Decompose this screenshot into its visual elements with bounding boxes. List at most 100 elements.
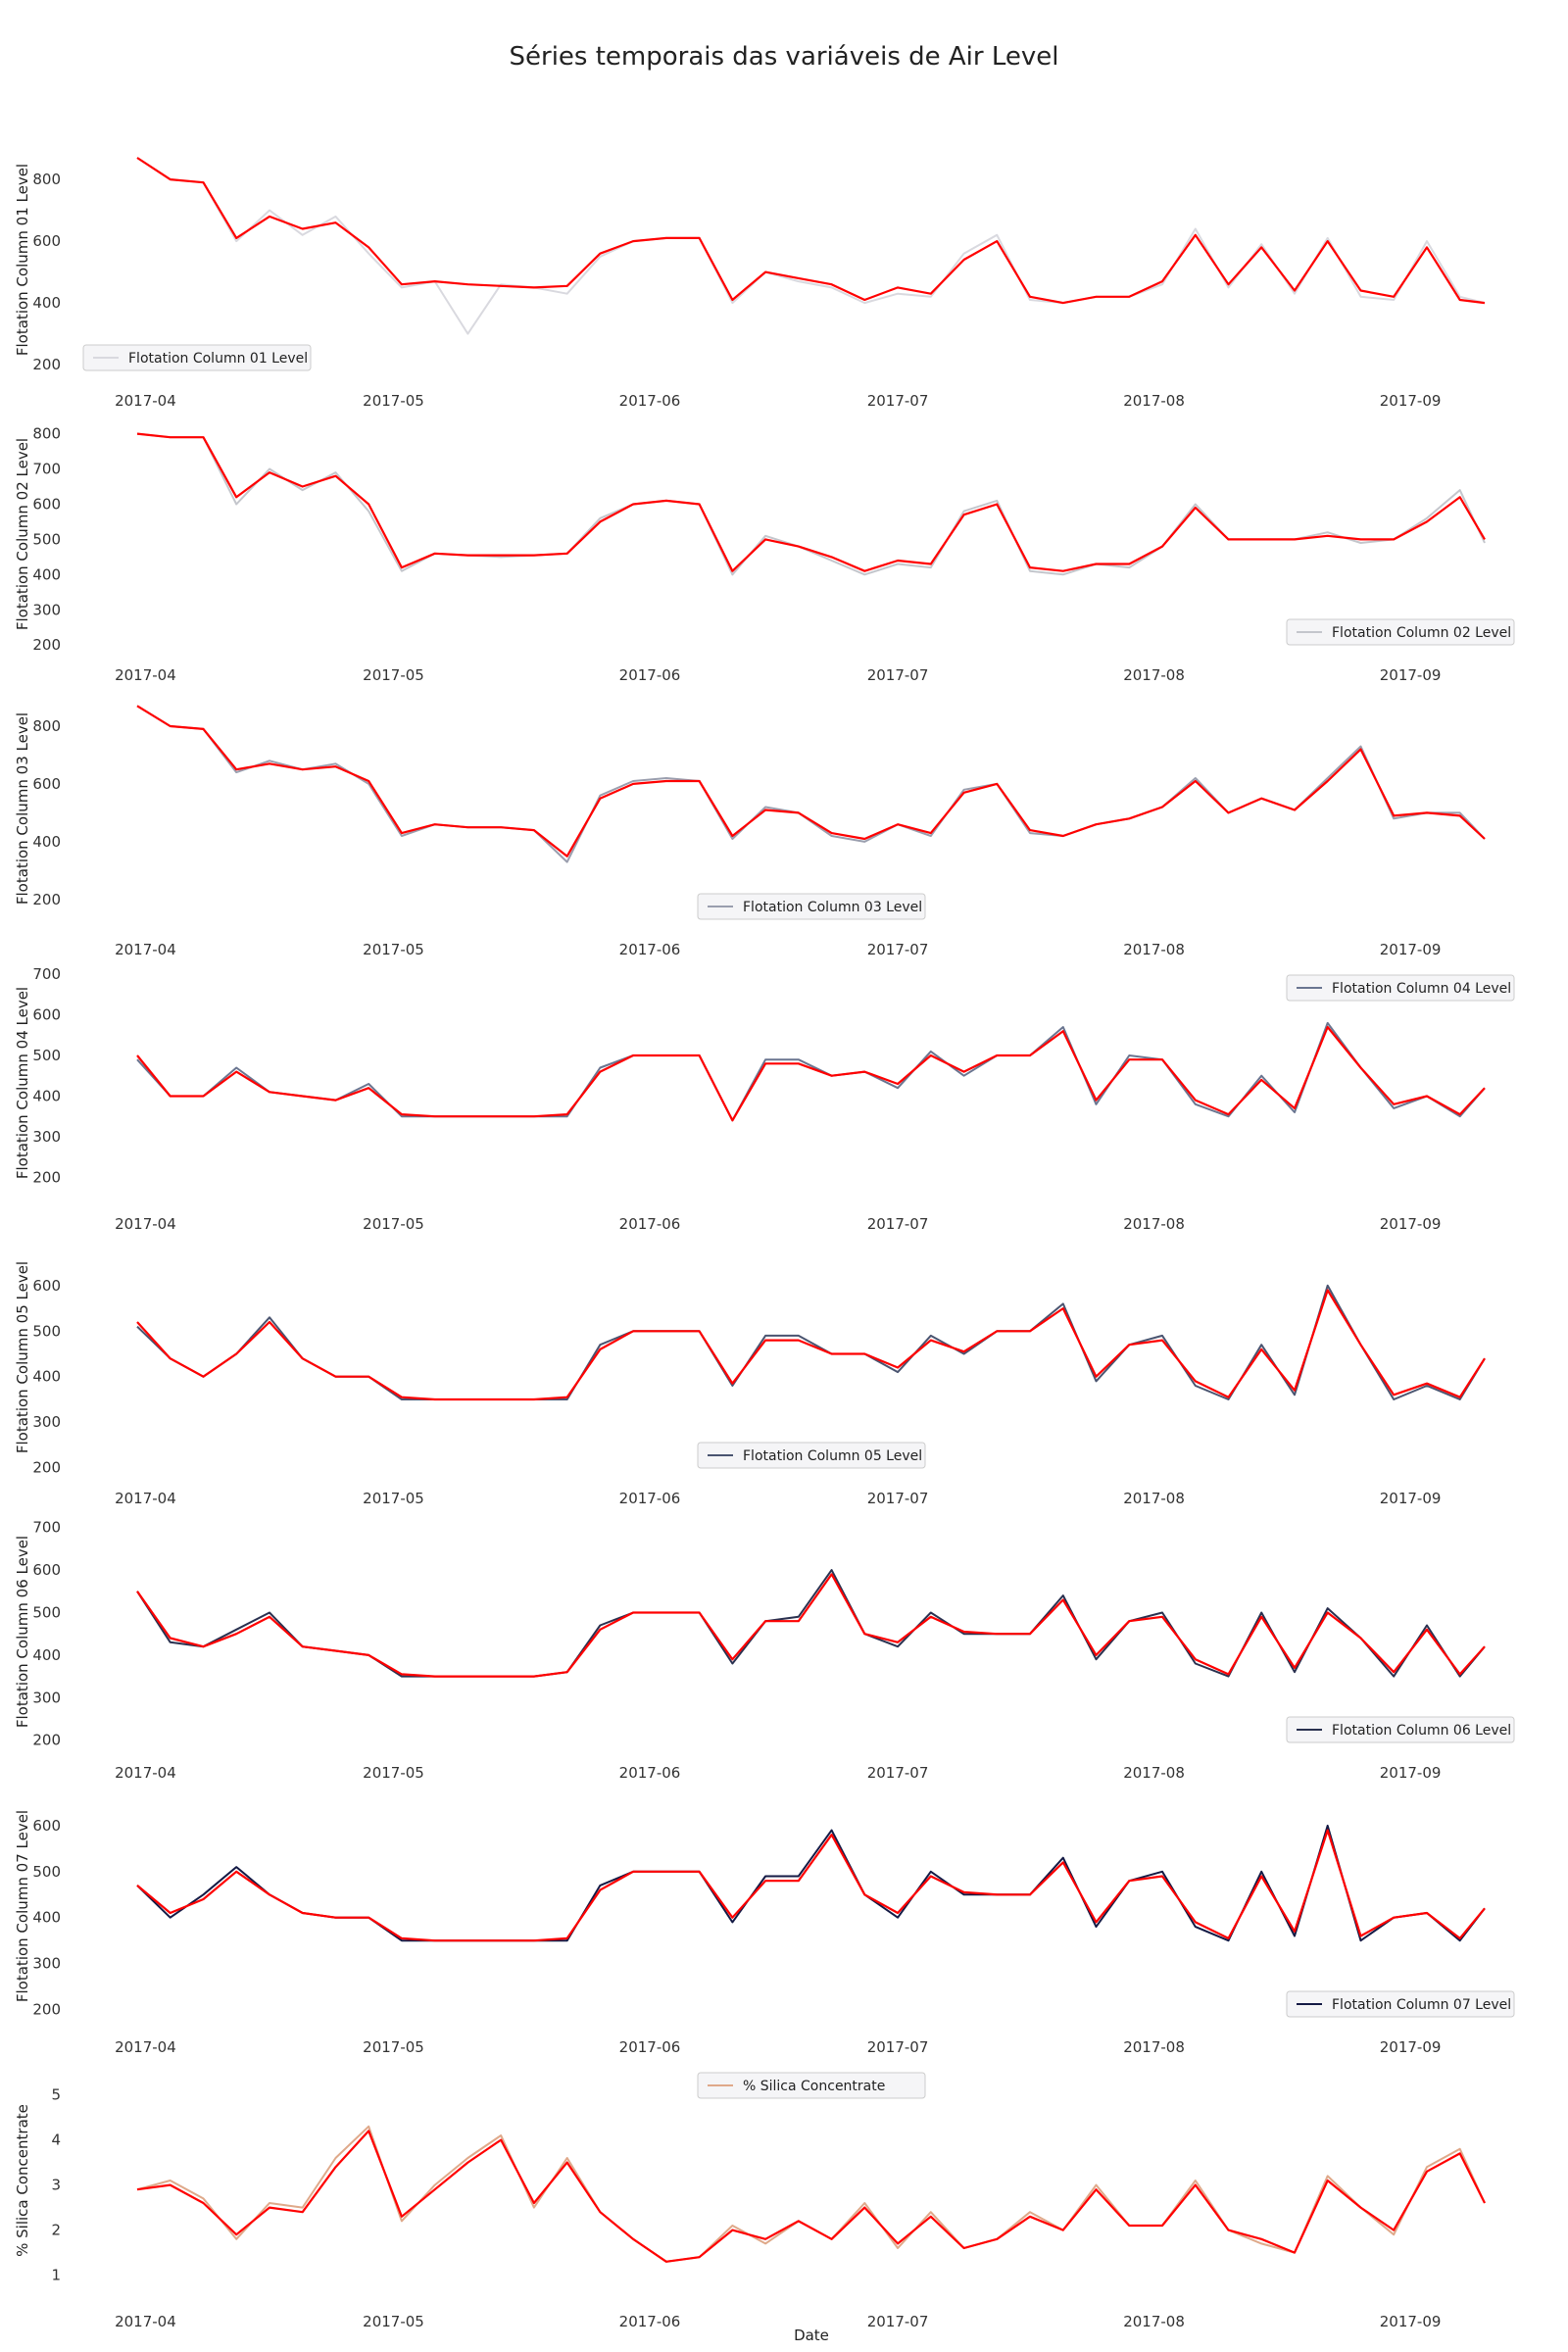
x-tick-label: 2017-09 xyxy=(1380,941,1442,958)
series-line-flotation-column-03-level xyxy=(136,705,1486,863)
y-tick-label: 400 xyxy=(32,565,61,583)
y-tick-label: 600 xyxy=(32,495,61,513)
y-tick-label: 500 xyxy=(32,1603,61,1621)
y-axis-label: % Silica Concentrate xyxy=(14,2104,31,2257)
x-tick-label: 2017-08 xyxy=(1123,2313,1185,2330)
y-tick-label: 300 xyxy=(32,1689,61,1706)
rolling-mean-line xyxy=(136,157,1486,305)
x-tick-label: 2017-09 xyxy=(1380,1490,1442,1507)
x-tick-label: 2017-05 xyxy=(363,1490,424,1507)
y-tick-label: 4 xyxy=(51,2132,61,2149)
legend-box xyxy=(1286,618,1515,646)
y-axis-label: Flotation Column 04 Level xyxy=(14,987,31,1179)
x-tick-label: 2017-07 xyxy=(867,1764,929,1782)
legend-box xyxy=(1286,974,1515,1002)
x-tick-label: 2017-05 xyxy=(363,2313,424,2330)
y-tick-label: 300 xyxy=(32,1413,61,1431)
y-tick-label: 700 xyxy=(32,965,61,983)
y-tick-label: 2 xyxy=(51,2222,61,2239)
y-tick-label: 700 xyxy=(32,1519,61,1537)
x-tick-label: 2017-05 xyxy=(363,666,424,684)
y-axis-label: Flotation Column 02 Level xyxy=(14,438,31,630)
subplot-8: % Silica Concentrate 1 2 3 4 5 2017-04 2017-05 2… xyxy=(14,2072,1486,2330)
x-tick-label: 2017-07 xyxy=(867,2038,929,2056)
y-tick-label: 700 xyxy=(32,461,61,478)
legend: % Silica Concentrate xyxy=(697,2072,926,2099)
rolling-mean-line xyxy=(136,432,1486,572)
subplots: Flotation Column 01 Level 200 400 600 800 201… xyxy=(14,157,1515,2330)
legend-label: Flotation Column 06 Level xyxy=(1332,1723,1511,1739)
legend-box xyxy=(697,1442,926,1469)
y-tick-label: 200 xyxy=(32,891,61,908)
y-tick-label: 5 xyxy=(51,2086,61,2104)
series-line-flotation-column-01-level xyxy=(136,157,1486,335)
subplot-6: Flotation Column 06 Level200300400500600… xyxy=(14,1519,1515,1782)
y-tick-label: 300 xyxy=(32,601,61,618)
y-tick-label: 500 xyxy=(32,530,61,548)
x-tick-label: 2017-06 xyxy=(619,1764,681,1782)
x-tick-label: 2017-06 xyxy=(619,392,681,410)
series-line-flotation-column-05-level xyxy=(136,1284,1486,1400)
x-tick-label: 2017-06 xyxy=(619,1215,681,1233)
x-tick-label: 2017-04 xyxy=(115,1764,176,1782)
legend: Flotation Column 06 Level xyxy=(1286,1716,1515,1743)
x-tick-label: 2017-05 xyxy=(363,1215,424,1233)
legend-label: Flotation Column 03 Level xyxy=(743,900,922,915)
legend-label: Flotation Column 01 Level xyxy=(128,351,308,367)
x-tick-label: 2017-04 xyxy=(115,392,176,410)
y-tick-label: 600 xyxy=(32,775,61,793)
y-axis-label: Flotation Column 01 Level xyxy=(14,164,31,356)
y-tick-label: 200 xyxy=(32,636,61,654)
x-tick-label: 2017-04 xyxy=(115,666,176,684)
y-tick-label: 500 xyxy=(32,1322,61,1340)
y-tick-label: 400 xyxy=(32,1368,61,1386)
legend-label: % Silica Concentrate xyxy=(743,2079,885,2094)
x-tick-label: 2017-05 xyxy=(363,1764,424,1782)
x-tick-label: 2017-09 xyxy=(1380,2313,1442,2330)
y-axis-label: Flotation Column 07 Level xyxy=(14,1810,31,2002)
y-tick-label: 400 xyxy=(32,833,61,851)
y-tick-label: 400 xyxy=(32,1909,61,1927)
subplot-1: Flotation Column 01 Level200400600800201… xyxy=(14,157,1486,410)
series-line-flotation-column-07-level xyxy=(136,1824,1486,1942)
x-tick-label: 2017-06 xyxy=(619,666,681,684)
legend: Flotation Column 05 Level xyxy=(697,1442,926,1469)
x-tick-label: 2017-06 xyxy=(619,1490,681,1507)
rolling-mean-line xyxy=(136,1289,1486,1401)
subplot-3: Flotation Column 03 Level 200400600800201… xyxy=(14,705,1486,958)
x-tick-label: 2017-08 xyxy=(1123,392,1185,410)
legend: Flotation Column 04 Level xyxy=(1286,974,1515,1002)
y-tick-label: 800 xyxy=(32,717,61,735)
x-tick-label: 2017-07 xyxy=(867,941,929,958)
legend: Flotation Column 07 Level xyxy=(1286,1990,1515,2018)
x-tick-label: 2017-07 xyxy=(867,1215,929,1233)
x-tick-label: 2017-05 xyxy=(363,2038,424,2056)
y-tick-label: 600 xyxy=(32,1277,61,1295)
y-tick-label: 600 xyxy=(32,1561,61,1579)
x-tick-label: 2017-04 xyxy=(115,2313,176,2330)
x-tick-label: 2017-09 xyxy=(1380,1215,1442,1233)
x-tick-label: 2017-07 xyxy=(867,392,929,410)
x-tick-label: 2017-04 xyxy=(115,1490,176,1507)
x-tick-label: 2017-07 xyxy=(867,1490,929,1507)
y-tick-label: 800 xyxy=(32,171,61,188)
y-tick-label: 800 xyxy=(32,425,61,443)
x-tick-label: 2017-05 xyxy=(363,392,424,410)
x-tick-label: 2017-08 xyxy=(1123,2038,1185,2056)
legend-box xyxy=(697,2072,926,2099)
x-tick-label: 2017-07 xyxy=(867,2313,929,2330)
legend-label: Flotation Column 07 Level xyxy=(1332,1997,1511,2013)
legend-box xyxy=(82,344,312,371)
y-tick-label: 500 xyxy=(32,1863,61,1881)
y-axis-label: Flotation Column 03 Level xyxy=(14,712,31,905)
legend: Flotation Column 03 Level xyxy=(697,893,926,920)
x-tick-label: 2017-04 xyxy=(115,1215,176,1233)
y-axis-label: Flotation Column 05 Level xyxy=(14,1261,31,1453)
y-tick-label: 1 xyxy=(51,2267,61,2284)
y-tick-label: 200 xyxy=(32,1168,61,1186)
rolling-mean-line xyxy=(136,705,1486,858)
x-tick-label: 2017-08 xyxy=(1123,1215,1185,1233)
rolling-mean-line xyxy=(136,2130,1486,2263)
y-tick-label: 600 xyxy=(32,1006,61,1024)
